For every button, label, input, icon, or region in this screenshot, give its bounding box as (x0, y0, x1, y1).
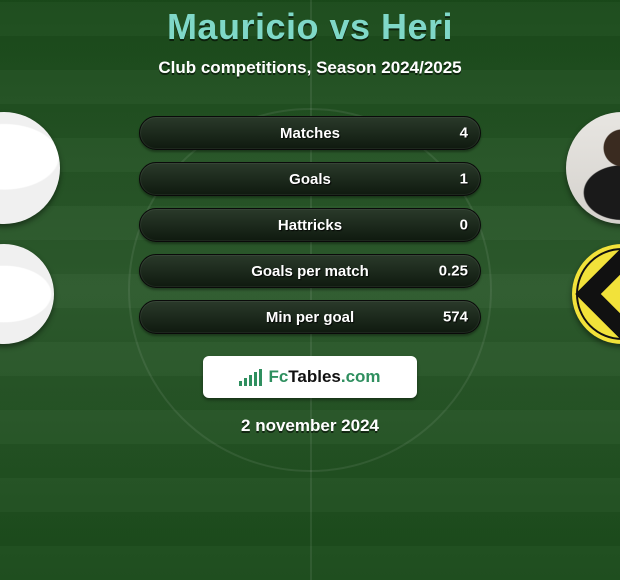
logo-mid: Tables (288, 367, 341, 386)
page-title: Mauricio vs Heri (167, 6, 453, 48)
page-subtitle: Club competitions, Season 2024/2025 (158, 58, 461, 78)
logo-suf: .com (341, 367, 381, 386)
left-player-column (0, 112, 60, 344)
stat-right-mpg: 574 (443, 309, 468, 326)
stat-right-hattricks: 0 (460, 217, 468, 234)
player-photo-icon (566, 112, 620, 224)
stat-label-mpg: Min per goal (266, 309, 354, 326)
avatar-right (566, 112, 620, 224)
stat-label-matches: Matches (280, 125, 340, 142)
stat-row-matches: Matches 4 (139, 116, 481, 150)
stat-label-goals: Goals (289, 171, 331, 188)
stat-label-gpm: Goals per match (251, 263, 369, 280)
stat-right-gpm: 0.25 (439, 263, 468, 280)
stat-row-min-per-goal: Min per goal 574 (139, 300, 481, 334)
avatar-placeholder-icon (0, 112, 60, 224)
club-badge-ring-icon (576, 248, 620, 340)
stats-list: Matches 4 Goals 1 Hattricks 0 Goals per … (139, 116, 481, 334)
logo-pre: Fc (268, 367, 288, 386)
stat-row-hattricks: Hattricks 0 (139, 208, 481, 242)
club-badge-right (572, 244, 620, 344)
avatar-left (0, 112, 60, 224)
club-badge-left (0, 244, 54, 344)
stat-label-hattricks: Hattricks (278, 217, 342, 234)
right-player-column (566, 112, 620, 344)
bar-chart-icon (239, 368, 262, 386)
stat-row-goals: Goals 1 (139, 162, 481, 196)
content: Mauricio vs Heri Club competitions, Seas… (0, 0, 620, 580)
footer-date: 2 november 2024 (241, 416, 379, 436)
fctables-logo: FcTables.com (203, 356, 417, 398)
stat-right-goals: 1 (460, 171, 468, 188)
stat-row-goals-per-match: Goals per match 0.25 (139, 254, 481, 288)
fctables-logo-text: FcTables.com (268, 367, 380, 387)
stat-right-matches: 4 (460, 125, 468, 142)
